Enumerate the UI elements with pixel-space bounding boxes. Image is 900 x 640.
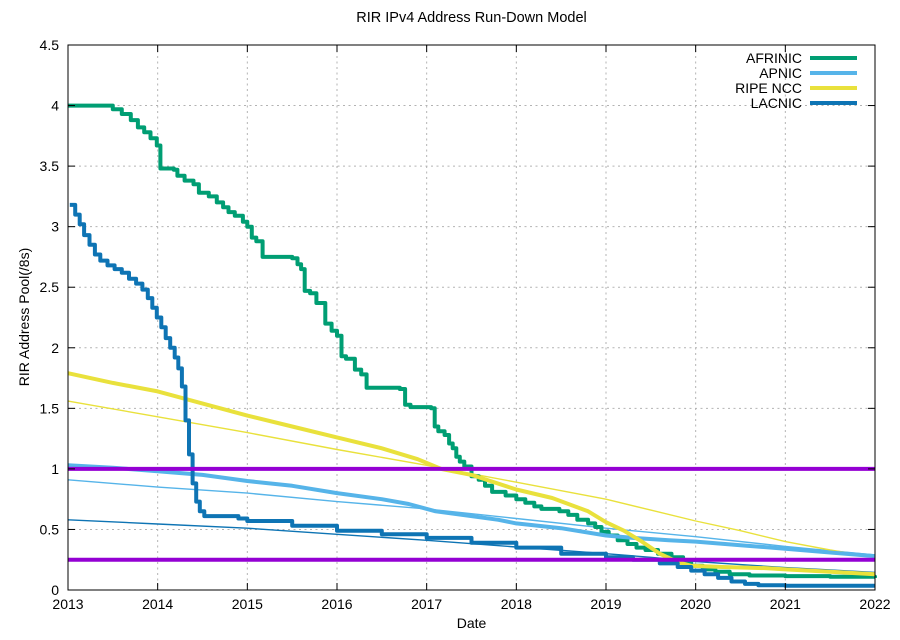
y-tick-label: 4.5 — [40, 37, 60, 53]
y-tick-label: 1 — [51, 461, 59, 477]
series-line-apnic-model — [67, 479, 876, 556]
series-line-lacnic — [69, 202, 875, 588]
series-line-afrinic — [68, 103, 877, 579]
series-line-ripe-ncc — [67, 371, 876, 577]
legend-label-afrinic: AFRINIC — [746, 50, 802, 66]
legend-label-lacnic: LACNIC — [751, 95, 802, 111]
y-tick-label: 2 — [51, 340, 59, 356]
y-tick-label: 3.5 — [40, 158, 60, 174]
y-tick-label: 0.5 — [40, 521, 60, 537]
plot-border — [67, 44, 876, 591]
series-line-apnic — [67, 463, 876, 559]
y-tick-label: 0 — [51, 582, 59, 598]
x-tick-label: 2015 — [232, 596, 263, 612]
legend-label-ripe-ncc: RIPE NCC — [735, 80, 802, 96]
x-tick-label: 2020 — [680, 596, 711, 612]
x-tick-label: 2013 — [52, 596, 83, 612]
legend-label-apnic: APNIC — [759, 65, 802, 81]
y-tick-label: 4 — [51, 98, 59, 114]
x-tick-label: 2016 — [321, 596, 352, 612]
y-tick-label: 1.5 — [40, 400, 60, 416]
y-tick-label: 3 — [51, 219, 59, 235]
y-tick-label: 2.5 — [40, 279, 60, 295]
x-tick-label: 2014 — [142, 596, 173, 612]
series-line-ripe-ncc-model — [67, 400, 876, 558]
x-tick-label: 2019 — [590, 596, 621, 612]
x-tick-label: 2017 — [411, 596, 442, 612]
chart-title: RIR IPv4 Address Run-Down Model — [356, 10, 587, 26]
x-tick-label: 2018 — [501, 596, 532, 612]
x-tick-label: 2021 — [770, 596, 801, 612]
x-tick-label: 2022 — [859, 596, 890, 612]
x-axis-label: Date — [456, 615, 487, 631]
